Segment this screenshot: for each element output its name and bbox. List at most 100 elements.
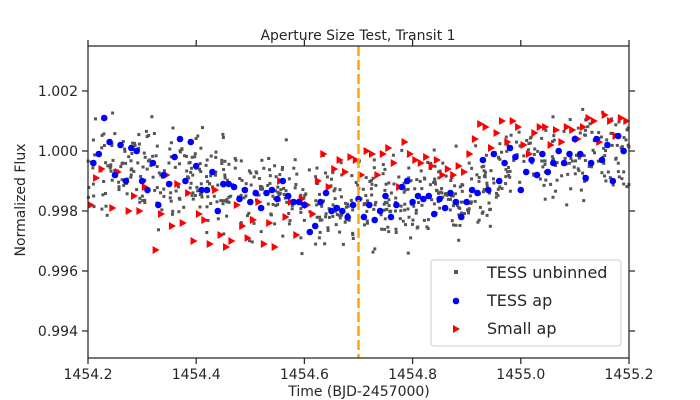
unbinned-point — [200, 195, 204, 199]
unbinned-point — [568, 118, 572, 121]
small-ap-point — [250, 216, 257, 224]
unbinned-point — [351, 237, 355, 240]
unbinned-point — [477, 176, 481, 179]
small-ap-point — [509, 117, 517, 125]
unbinned-point — [325, 175, 329, 179]
small-ap-point — [125, 207, 133, 215]
unbinned-point — [216, 217, 220, 221]
small-ap-point — [201, 216, 209, 224]
unbinned-point — [223, 159, 227, 163]
unbinned-point — [476, 220, 480, 224]
unbinned-point — [508, 169, 512, 173]
unbinned-point — [579, 188, 583, 192]
ap-point — [387, 213, 395, 221]
x-tick-label: 1455.2 — [605, 367, 654, 383]
ap-point — [284, 192, 292, 200]
unbinned-point — [492, 177, 495, 181]
unbinned-point — [339, 195, 343, 199]
unbinned-point — [346, 204, 350, 208]
unbinned-point — [492, 181, 496, 185]
unbinned-point — [425, 225, 429, 229]
unbinned-point — [429, 161, 433, 165]
unbinned-point — [467, 207, 471, 211]
unbinned-point — [460, 211, 463, 215]
small-ap-point — [547, 141, 555, 149]
unbinned-point — [604, 149, 607, 153]
unbinned-point — [586, 125, 590, 129]
unbinned-point — [206, 195, 210, 199]
unbinned-point — [276, 190, 280, 194]
small-ap-point — [342, 168, 349, 176]
unbinned-point — [477, 218, 481, 222]
unbinned-point — [593, 151, 596, 155]
unbinned-point — [143, 201, 147, 204]
unbinned-point — [401, 219, 405, 223]
small-ap-point — [314, 177, 322, 185]
unbinned-point — [139, 175, 143, 178]
unbinned-point — [498, 185, 502, 189]
unbinned-point — [616, 161, 620, 165]
unbinned-point — [409, 179, 413, 183]
unbinned-point — [603, 154, 607, 158]
unbinned-point — [100, 146, 104, 150]
unbinned-point — [500, 150, 504, 154]
ap-point — [420, 195, 427, 203]
unbinned-point — [229, 194, 233, 198]
unbinned-point — [622, 182, 626, 186]
unbinned-point — [588, 122, 592, 126]
small-ap-point — [271, 243, 279, 251]
unbinned-point — [205, 175, 208, 179]
unbinned-point — [193, 152, 197, 156]
unbinned-point — [290, 203, 294, 207]
unbinned-point — [488, 224, 492, 228]
small-ap-point — [293, 231, 301, 239]
ap-point — [533, 171, 541, 179]
unbinned-point — [574, 159, 578, 163]
small-ap-point — [185, 189, 193, 197]
unbinned-point — [415, 226, 419, 230]
small-ap-point — [352, 156, 360, 164]
ap-point — [447, 189, 454, 197]
unbinned-point — [419, 169, 423, 173]
unbinned-point — [576, 167, 580, 171]
small-ap-point — [525, 150, 533, 158]
unbinned-point — [214, 170, 218, 174]
unbinned-point — [326, 229, 330, 232]
unbinned-point — [609, 131, 613, 135]
small-ap-point — [179, 219, 187, 227]
unbinned-point — [101, 193, 105, 197]
unbinned-point — [276, 185, 280, 189]
unbinned-point — [278, 173, 282, 177]
ap-point — [149, 159, 157, 167]
unbinned-point — [248, 239, 251, 243]
small-ap-point — [455, 162, 463, 170]
small-ap-point — [282, 213, 290, 221]
ap-point — [165, 180, 173, 188]
unbinned-point — [418, 179, 422, 183]
unbinned-point — [227, 195, 231, 199]
unbinned-point — [498, 157, 502, 161]
small-ap-point — [358, 171, 366, 179]
ap-point — [295, 198, 303, 206]
legend-marker-ap — [452, 297, 460, 305]
unbinned-point — [591, 148, 595, 152]
unbinned-point — [394, 227, 398, 231]
unbinned-point — [92, 194, 96, 198]
unbinned-point — [221, 132, 225, 136]
unbinned-point — [102, 180, 106, 183]
ap-point — [220, 180, 227, 188]
ap-point — [328, 207, 335, 215]
unbinned-point — [394, 209, 397, 213]
unbinned-point — [383, 200, 387, 204]
unbinned-point — [552, 134, 556, 138]
ap-point — [355, 195, 362, 203]
unbinned-point — [449, 198, 452, 201]
unbinned-point — [279, 188, 283, 192]
unbinned-point — [563, 156, 567, 160]
unbinned-point — [198, 167, 201, 171]
unbinned-point — [383, 167, 387, 171]
unbinned-point — [137, 142, 141, 146]
unbinned-point — [474, 144, 478, 148]
ap-point — [620, 147, 627, 155]
unbinned-point — [282, 192, 286, 196]
